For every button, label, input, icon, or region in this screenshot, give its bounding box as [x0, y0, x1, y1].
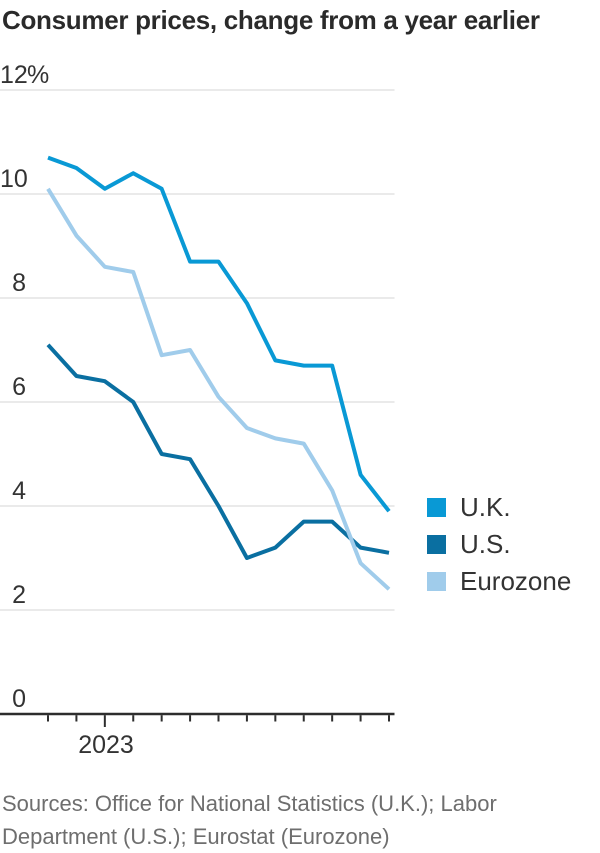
- legend-swatch-uk: [427, 497, 446, 517]
- legend: U.K. U.S. Eurozone: [427, 494, 571, 605]
- y-axis-tick-label: 0: [0, 686, 26, 712]
- legend-swatch-us: [427, 534, 446, 554]
- y-axis-tick-label: 8: [0, 270, 26, 296]
- legend-item-uk: U.K.: [427, 494, 571, 520]
- source-note: Sources: Office for National Statistics …: [2, 787, 598, 853]
- series-line-us: [46, 343, 390, 560]
- y-axis-tick-value: 12: [0, 61, 28, 89]
- y-axis-tick-label: 4: [0, 478, 26, 504]
- y-axis-unit-suffix: %: [27, 61, 50, 89]
- source-note-line: Department (U.S.); Eurostat (Eurozone): [2, 824, 390, 849]
- y-axis-tick-value: 8: [12, 269, 26, 297]
- legend-item-us: U.S.: [427, 531, 571, 557]
- y-axis-tick-label: 12%: [0, 62, 49, 88]
- legend-item-eurozone: Eurozone: [427, 568, 571, 594]
- series-line-eurozone: [46, 187, 391, 591]
- y-axis-tick-value: 10: [0, 165, 28, 193]
- series-line-uk: [47, 155, 391, 513]
- x-axis-year-label: 2023: [78, 731, 134, 759]
- chart-title: Consumer prices, change from a year earl…: [2, 5, 540, 35]
- y-axis-tick-value: 0: [12, 685, 26, 713]
- y-axis-tick-label: 10: [0, 165, 28, 193]
- y-axis-tick-label: 2: [0, 582, 26, 608]
- y-axis-tick-value: 4: [12, 477, 26, 505]
- y-axis-tick-label: 6: [0, 374, 26, 400]
- legend-label-uk: U.K.: [460, 492, 511, 522]
- legend-label-us: U.S.: [460, 529, 511, 559]
- y-axis-tick-value: 2: [12, 581, 26, 609]
- y-axis-tick-value: 6: [12, 373, 26, 401]
- legend-swatch-eurozone: [427, 571, 446, 591]
- legend-label-eurozone: Eurozone: [460, 566, 572, 596]
- source-note-line: Sources: Office for National Statistics …: [2, 791, 497, 816]
